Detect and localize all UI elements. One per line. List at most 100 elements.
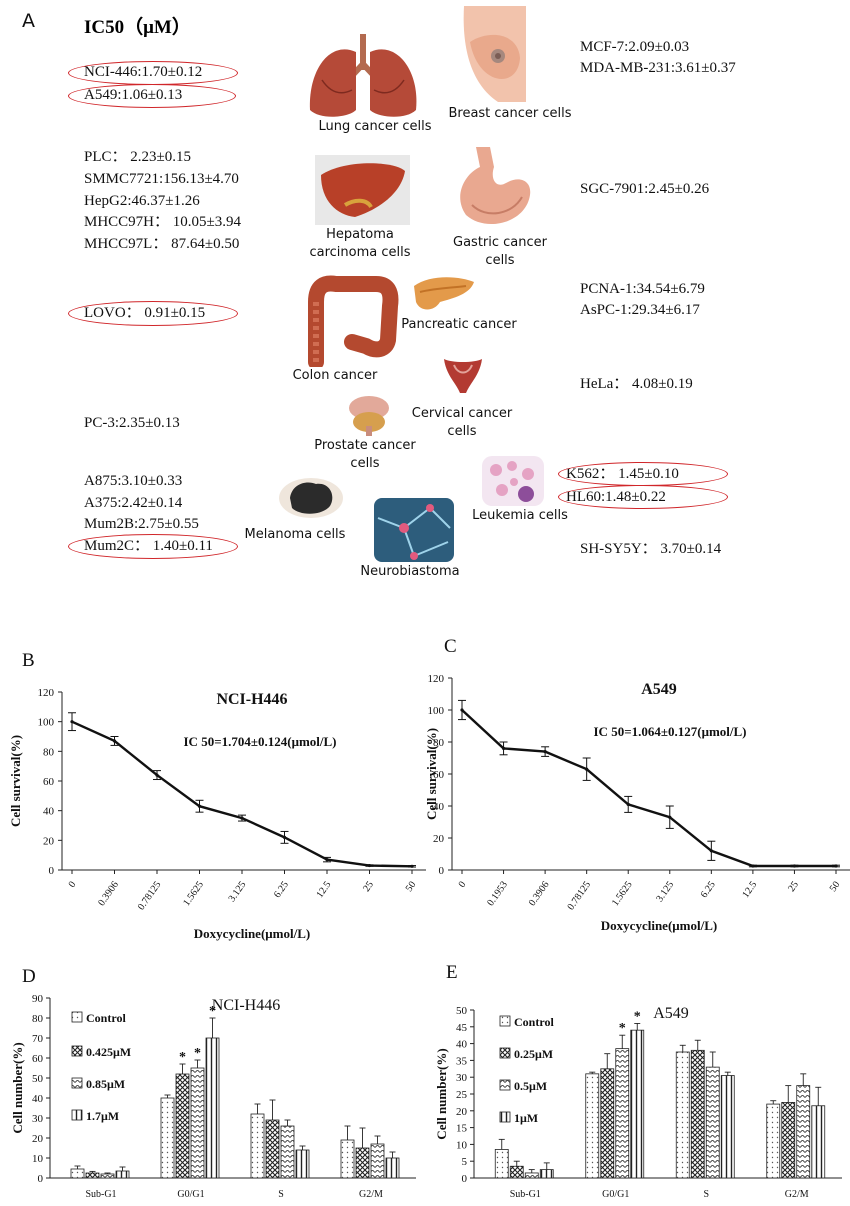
legend-label: 0.25μM	[514, 1047, 553, 1061]
y-tick-label: 15	[456, 1123, 468, 1135]
bar	[797, 1086, 810, 1178]
legend-swatch	[72, 1110, 82, 1120]
x-tick-label: 3.125	[227, 879, 249, 904]
data-point	[70, 720, 73, 723]
data-point	[113, 739, 116, 742]
bar	[616, 1049, 629, 1178]
ic50-label-left: A875:3.10±0.33	[84, 472, 182, 491]
bar	[341, 1140, 354, 1178]
y-axis-label: Cell number(%)	[434, 1048, 449, 1139]
data-point	[668, 816, 671, 819]
y-tick-label: 45	[456, 1022, 468, 1034]
legend-label: 1μM	[514, 1111, 538, 1125]
bar	[601, 1069, 614, 1178]
organ-label: Pancreatic cancer	[394, 316, 524, 334]
organ-label: Lung cancer cells	[300, 118, 450, 136]
data-point	[460, 708, 463, 711]
y-tick-label: 40	[43, 806, 55, 818]
highlight-ellipse	[68, 61, 238, 85]
legend-swatch	[500, 1048, 510, 1058]
bar	[251, 1114, 264, 1178]
highlight-ellipse	[68, 301, 238, 326]
bar	[586, 1074, 599, 1178]
ic50-label-left: A375:2.42±0.14	[84, 494, 182, 513]
x-tick-label: 3.125	[654, 879, 676, 904]
x-tick-label: 25	[361, 879, 376, 894]
bar	[356, 1148, 369, 1178]
y-tick-label: 100	[428, 705, 445, 717]
bar	[691, 1050, 704, 1178]
y-tick-label: 60	[32, 1053, 44, 1065]
chart-title: A549	[653, 1005, 689, 1022]
organ-label: Cervical cancer cells	[402, 405, 522, 441]
chart-title: A549	[641, 681, 677, 698]
x-tick-label: 25	[786, 879, 801, 894]
bar	[371, 1144, 384, 1178]
y-tick-label: 80	[32, 1013, 44, 1025]
y-tick-label: 90	[32, 993, 44, 1005]
chart-title: NCI-H446	[216, 691, 287, 708]
data-point	[502, 747, 505, 750]
category-label: Sub-G1	[510, 1189, 541, 1200]
y-tick-label: 50	[456, 1005, 468, 1017]
colon-icon	[292, 272, 402, 367]
data-point	[834, 864, 837, 867]
x-tick-label: 12.5	[740, 879, 759, 900]
y-tick-label: 80	[43, 746, 55, 758]
y-tick-label: 20	[456, 1106, 468, 1118]
data-point	[368, 864, 371, 867]
legend-label: 0.5μM	[514, 1079, 547, 1093]
highlight-ellipse	[68, 84, 236, 108]
bar	[176, 1074, 189, 1178]
liver-icon	[315, 155, 410, 225]
bar	[706, 1067, 719, 1178]
y-tick-label: 100	[38, 717, 55, 729]
y-tick-label: 70	[32, 1033, 44, 1045]
bar	[71, 1169, 84, 1178]
y-tick-label: 20	[43, 835, 55, 847]
x-tick-label: 12.5	[314, 879, 333, 900]
legend-swatch	[72, 1078, 82, 1088]
y-tick-label: 0	[462, 1173, 468, 1185]
data-point	[544, 750, 547, 753]
bar	[782, 1102, 795, 1178]
stomach-icon	[446, 145, 536, 230]
ic50-label-right: AsPC-1:29.34±6.17	[580, 301, 700, 320]
neuron-icon	[374, 498, 454, 562]
significance-star: *	[179, 1050, 186, 1065]
bar	[510, 1166, 523, 1178]
data-point	[710, 849, 713, 852]
panel-letter: D	[22, 966, 36, 987]
y-tick-label: 120	[38, 687, 55, 699]
data-point	[240, 816, 243, 819]
legend-label: Control	[514, 1015, 554, 1029]
bar	[525, 1173, 538, 1178]
ic50-label-right: SH-SY5Y： 3.70±0.14	[580, 540, 721, 559]
panel-letter: E	[446, 962, 458, 983]
x-tick-label: 0	[67, 879, 79, 889]
y-tick-label: 0	[439, 865, 445, 877]
organ-label: Leukemia cells	[460, 507, 580, 525]
y-axis-label: Cell number(%)	[10, 1042, 25, 1133]
bar	[191, 1068, 204, 1178]
organ-label: Prostate cancer cells	[300, 437, 430, 473]
organ-label: Melanoma cells	[240, 526, 350, 544]
y-tick-label: 35	[456, 1055, 468, 1067]
bar	[116, 1171, 129, 1178]
y-tick-label: 25	[456, 1089, 468, 1101]
category-label: G2/M	[359, 1189, 383, 1200]
ic50-label-left: PC-3:2.35±0.13	[84, 414, 180, 433]
y-tick-label: 30	[32, 1113, 44, 1125]
highlight-ellipse	[68, 534, 238, 559]
data-point	[793, 864, 796, 867]
data-point	[410, 865, 413, 868]
y-tick-label: 40	[456, 1039, 468, 1051]
data-point	[198, 805, 201, 808]
ic50-label-right: PCNA-1:34.54±6.79	[580, 280, 705, 299]
x-axis-label: Doxycycline(μmol/L)	[194, 926, 310, 941]
x-tick-label: 50	[828, 879, 843, 894]
x-tick-label: 0	[457, 879, 469, 889]
legend-swatch	[72, 1012, 82, 1022]
data-point	[283, 836, 286, 839]
bar	[86, 1173, 99, 1178]
